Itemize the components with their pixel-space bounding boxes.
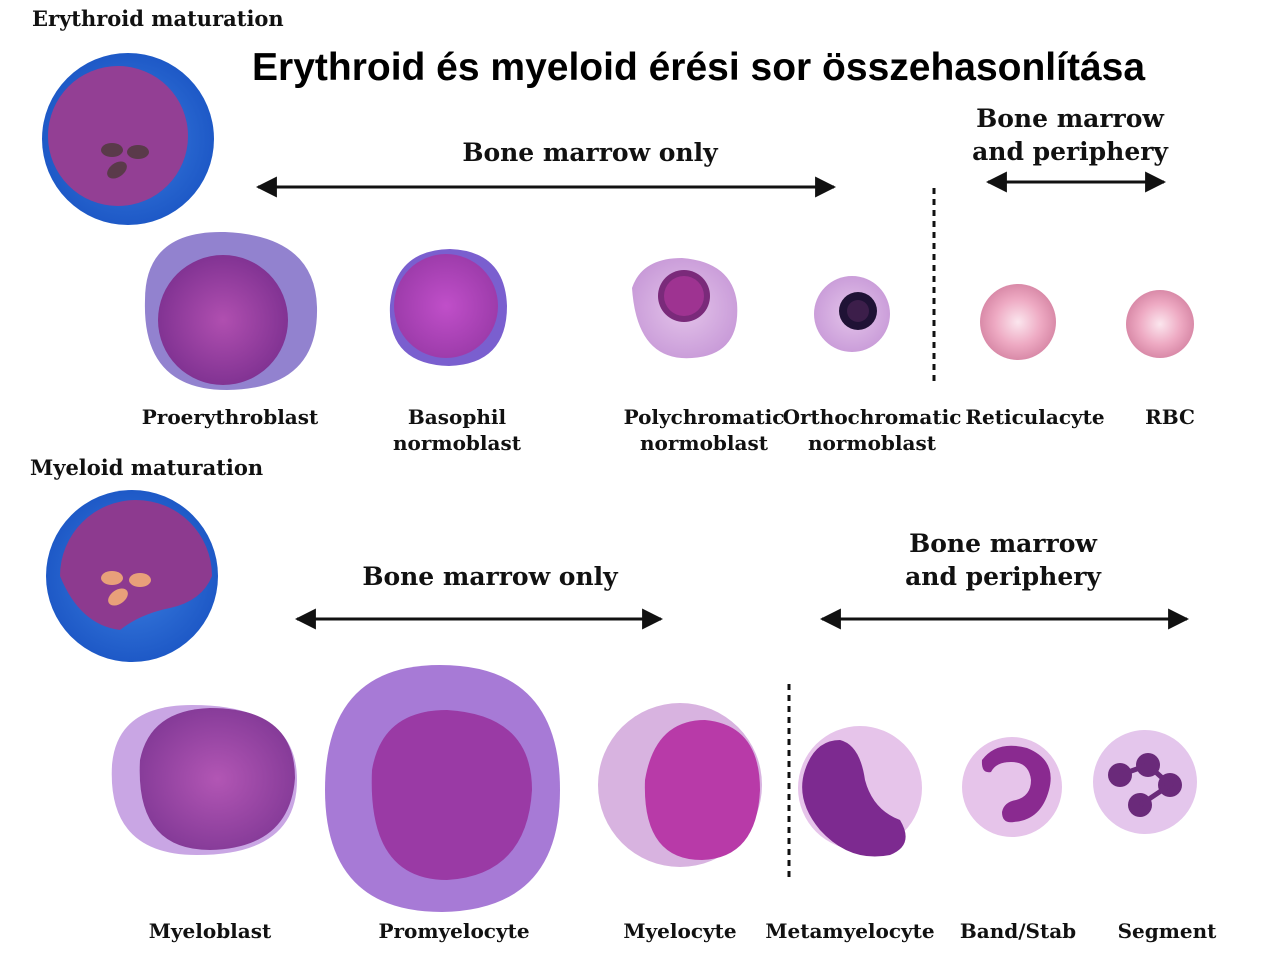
myeloblast-cell xyxy=(111,705,297,855)
erythroid-schematic-icon xyxy=(42,53,214,225)
label-polychromatic-line1: Polychromatic xyxy=(623,405,785,429)
label-band-stab: Band/Stab xyxy=(959,919,1077,943)
myeloid-region-marrow-label: Bone marrow only xyxy=(362,562,618,591)
erythroid-section-label: Erythroid maturation xyxy=(32,6,284,31)
label-reticulocyte: Reticulacyte xyxy=(955,404,1115,430)
label-polychromatic-normoblast: Polychromatic normoblast xyxy=(604,404,804,456)
label-basophil-line1: Basophil xyxy=(407,405,507,429)
label-basophil-normoblast: Basophil normoblast xyxy=(357,404,557,456)
label-metamyelocyte: Metamyelocyte xyxy=(765,919,935,943)
label-myeloblast: Myeloblast xyxy=(148,919,272,943)
label-myelocyte: Myelocyte xyxy=(623,919,737,943)
basophil-normoblast-cell xyxy=(389,249,507,366)
label-orthochromatic-line1: Orthochromatic xyxy=(782,405,962,429)
myeloid-section-label: Myeloid maturation xyxy=(30,455,264,480)
label-segment: Segment xyxy=(1117,919,1217,943)
myelocyte-cell xyxy=(598,703,762,867)
label-proerythroblast-line1: Proerythroblast xyxy=(141,405,319,429)
label-reticulocyte-line1: Reticulacyte xyxy=(965,405,1105,429)
promyelocyte-cell xyxy=(325,665,560,912)
page-title: Erythroid és myeloid érési sor összehaso… xyxy=(252,46,1146,89)
label-rbc: RBC xyxy=(1110,404,1230,430)
label-orthochromatic-line2: normoblast xyxy=(808,431,936,455)
label-promyelocyte: Promyelocyte xyxy=(378,919,530,943)
myeloid-region-periphery-line1: Bone marrow xyxy=(909,529,1097,558)
rbc-cell xyxy=(1126,290,1194,358)
segment-cell xyxy=(1093,730,1197,834)
label-basophil-line2: normoblast xyxy=(393,431,521,455)
metamyelocyte-cell xyxy=(798,726,922,857)
proerythroblast-cell xyxy=(144,231,318,390)
reticulocyte-cell xyxy=(980,284,1056,360)
myeloid-region-periphery-label: Bone marrow and periphery xyxy=(873,527,1133,593)
label-proerythroblast: Proerythroblast xyxy=(130,404,330,430)
erythroid-region-periphery-label: Bone marrow and periphery xyxy=(940,102,1200,168)
myeloid-schematic-icon xyxy=(46,490,218,662)
erythroid-region-periphery-line2: and periphery xyxy=(972,137,1168,166)
label-rbc-line1: RBC xyxy=(1145,405,1195,429)
myeloid-region-periphery-line2: and periphery xyxy=(905,562,1101,591)
band-cell xyxy=(962,737,1062,837)
label-polychromatic-line2: normoblast xyxy=(640,431,768,455)
erythroid-region-periphery-line1: Bone marrow xyxy=(976,104,1164,133)
polychromatic-normoblast-cell xyxy=(632,258,738,359)
orthochromatic-normoblast-cell xyxy=(814,276,890,352)
erythroid-region-marrow-label: Bone marrow only xyxy=(462,138,718,167)
label-orthochromatic-normoblast: Orthochromatic normoblast xyxy=(772,404,972,456)
